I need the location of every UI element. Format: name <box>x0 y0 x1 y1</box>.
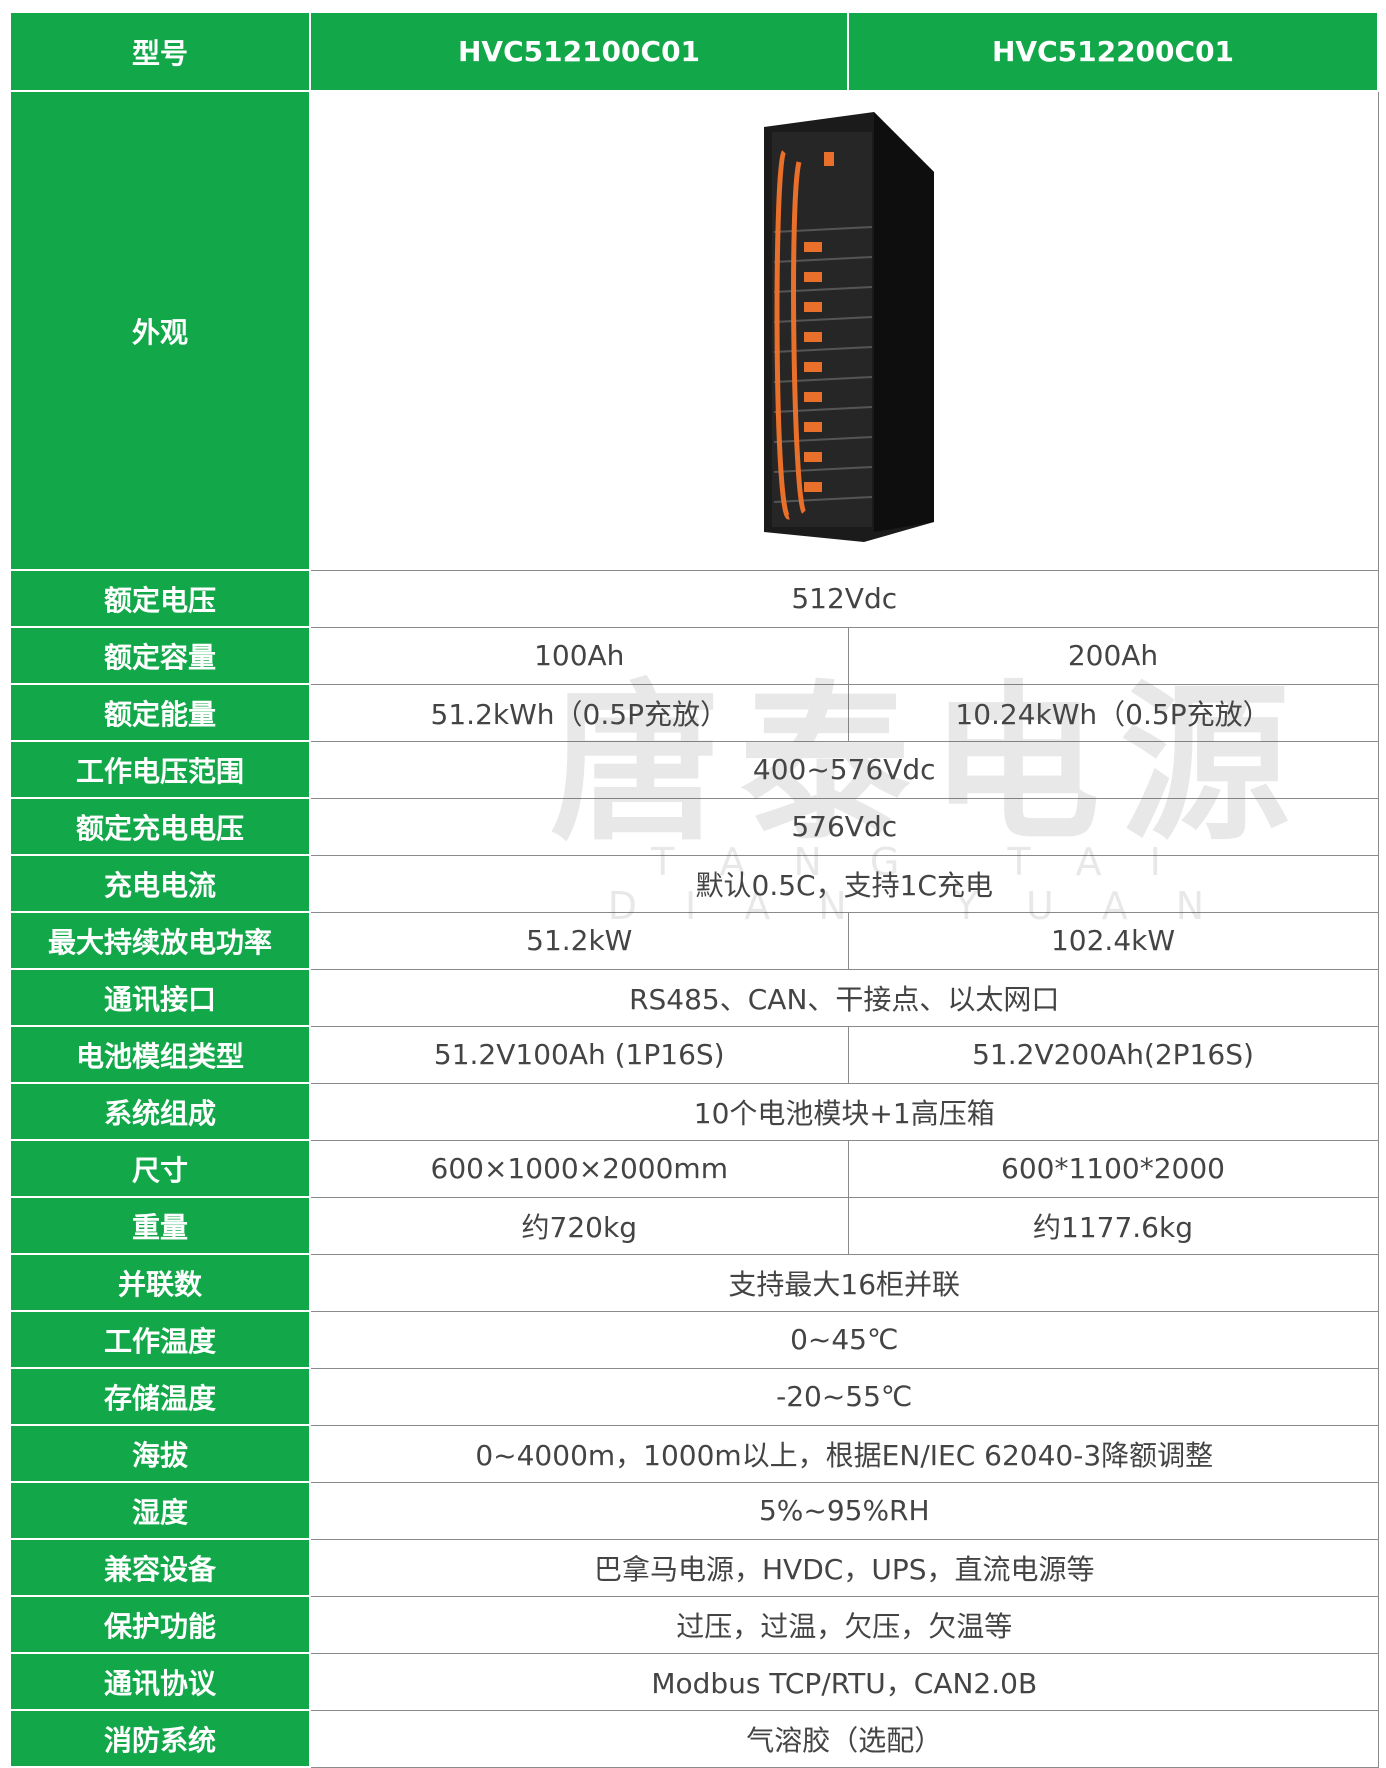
spec-row: 充电电流 默认0.5C，支持1C充电 <box>9 854 1379 913</box>
spec-value: 100Ah <box>309 626 849 685</box>
row-label: 尺寸 <box>9 1139 311 1198</box>
row-label: 存储温度 <box>9 1367 311 1426</box>
spec-value: 支持最大16柜并联 <box>309 1253 1379 1312</box>
row-label: 最大持续放电功率 <box>9 911 311 970</box>
model-name: HVC512200C01 <box>847 11 1379 92</box>
spec-row: 额定容量 100Ah 200Ah <box>9 626 1379 685</box>
appearance-row: 外观 <box>9 90 1379 571</box>
row-label: 额定充电电压 <box>9 797 311 856</box>
spec-value: 51.2kWh（0.5P充放） <box>309 683 849 742</box>
model-name: HVC512100C01 <box>309 11 849 92</box>
spec-row: 通讯接口 RS485、CAN、干接点、以太网口 <box>9 968 1379 1027</box>
row-label: 额定能量 <box>9 683 311 742</box>
spec-value: RS485、CAN、干接点、以太网口 <box>309 968 1379 1027</box>
row-label: 额定电压 <box>9 569 311 628</box>
spec-row: 系统组成 10个电池模块+1高压箱 <box>9 1082 1379 1141</box>
spec-value: 10个电池模块+1高压箱 <box>309 1082 1379 1141</box>
product-image-cell <box>310 90 1379 571</box>
row-label: 海拔 <box>9 1424 311 1483</box>
spec-row: 海拔 0~4000m，1000m以上，根据EN/IEC 62040-3降额调整 <box>9 1424 1379 1483</box>
spec-row: 兼容设备 巴拿马电源，HVDC，UPS，直流电源等 <box>9 1538 1379 1597</box>
spec-value: 600*1100*2000 <box>847 1139 1379 1198</box>
row-label: 保护功能 <box>9 1595 311 1654</box>
spec-row: 电池模组类型 51.2V100Ah (1P16S) 51.2V200Ah(2P16S… <box>9 1025 1379 1084</box>
spec-row: 尺寸 600×1000×2000mm 600*1100*2000 <box>9 1139 1379 1198</box>
spec-value: -20~55℃ <box>309 1367 1379 1426</box>
row-label: 额定容量 <box>9 626 311 685</box>
header-label: 型号 <box>9 11 311 92</box>
spec-value: 约1177.6kg <box>847 1196 1379 1255</box>
spec-value: 过压，过温，欠压，欠温等 <box>309 1595 1379 1654</box>
spec-value: 600×1000×2000mm <box>309 1139 849 1198</box>
spec-row: 额定能量 51.2kWh（0.5P充放） 10.24kWh（0.5P充放） <box>9 683 1379 742</box>
row-label: 工作温度 <box>9 1310 311 1369</box>
row-label: 工作电压范围 <box>9 740 311 799</box>
spec-value: 气溶胶（选配） <box>309 1709 1379 1768</box>
spec-row: 消防系统 气溶胶（选配） <box>9 1709 1379 1768</box>
row-label: 消防系统 <box>9 1709 311 1768</box>
spec-row: 重量 约720kg 约1177.6kg <box>9 1196 1379 1255</box>
spec-value: 10.24kWh（0.5P充放） <box>847 683 1379 742</box>
spec-value: 巴拿马电源，HVDC，UPS，直流电源等 <box>309 1538 1379 1597</box>
spec-value: 576Vdc <box>309 797 1379 856</box>
spec-value: 200Ah <box>847 626 1379 685</box>
row-label: 通讯接口 <box>9 968 311 1027</box>
row-label: 并联数 <box>9 1253 311 1312</box>
spec-value: 默认0.5C，支持1C充电 <box>309 854 1379 913</box>
product-image <box>764 112 935 543</box>
spec-value: 400~576Vdc <box>309 740 1379 799</box>
spec-value: 51.2kW <box>309 911 849 970</box>
row-label: 兼容设备 <box>9 1538 311 1597</box>
spec-value: 约720kg <box>309 1196 849 1255</box>
spec-value: 51.2V100Ah (1P16S) <box>309 1025 849 1084</box>
row-label: 外观 <box>9 90 311 571</box>
spec-row: 工作电压范围 400~576Vdc <box>9 740 1379 799</box>
spec-value: 5%~95%RH <box>309 1481 1379 1540</box>
spec-value: Modbus TCP/RTU，CAN2.0B <box>309 1652 1379 1711</box>
row-label: 湿度 <box>9 1481 311 1540</box>
spec-value: 51.2V200Ah(2P16S) <box>847 1025 1379 1084</box>
spec-row: 额定充电电压 576Vdc <box>9 797 1379 856</box>
row-label: 重量 <box>9 1196 311 1255</box>
spec-value: 102.4kW <box>847 911 1379 970</box>
spec-value: 0~45℃ <box>309 1310 1379 1369</box>
row-label: 电池模组类型 <box>9 1025 311 1084</box>
spec-row: 并联数 支持最大16柜并联 <box>9 1253 1379 1312</box>
row-label: 通讯协议 <box>9 1652 311 1711</box>
header-row: 型号 HVC512100C01 HVC512200C01 <box>9 11 1379 92</box>
spec-table: 型号 HVC512100C01 HVC512200C01 外观 额定电压 512V… <box>9 11 1379 1768</box>
spec-row: 存储温度 -20~55℃ <box>9 1367 1379 1426</box>
spec-value: 0~4000m，1000m以上，根据EN/IEC 62040-3降额调整 <box>309 1424 1379 1483</box>
row-label: 充电电流 <box>9 854 311 913</box>
spec-value: 512Vdc <box>309 569 1379 628</box>
spec-row: 保护功能 过压，过温，欠压，欠温等 <box>9 1595 1379 1654</box>
row-label: 系统组成 <box>9 1082 311 1141</box>
spec-row: 湿度 5%~95%RH <box>9 1481 1379 1540</box>
spec-row: 工作温度 0~45℃ <box>9 1310 1379 1369</box>
spec-row: 最大持续放电功率 51.2kW 102.4kW <box>9 911 1379 970</box>
spec-row: 通讯协议 Modbus TCP/RTU，CAN2.0B <box>9 1652 1379 1711</box>
spec-row: 额定电压 512Vdc <box>9 569 1379 628</box>
